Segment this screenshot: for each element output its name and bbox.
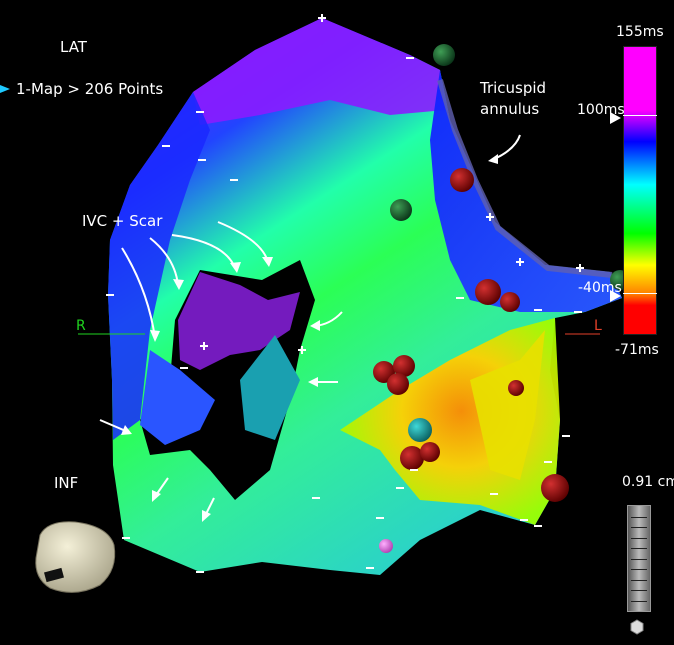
map-selector-label[interactable]: 1-Map > 206 Points — [16, 80, 164, 98]
view-label: LAT — [60, 38, 87, 56]
acquisition-points — [106, 14, 584, 573]
ablation-marker — [393, 355, 415, 377]
ablation-marker — [387, 373, 409, 395]
purple-top-region — [193, 18, 445, 125]
scale-bar-segment — [631, 590, 647, 591]
lower-threshold-marker-icon[interactable] — [610, 287, 622, 306]
inferior-orientation-label: INF — [54, 474, 79, 492]
his-marker — [408, 418, 432, 442]
yellow-spike — [470, 330, 545, 480]
upper-threshold-label: 100ms — [577, 102, 625, 118]
scale-bar — [627, 505, 651, 612]
tricuspid-blue-band — [430, 70, 622, 312]
ablation-marker — [508, 380, 524, 396]
tricuspid-annotation: Tricuspid annulus — [480, 79, 547, 118]
scar-blue-flap — [140, 350, 215, 445]
scale-bar-segment — [631, 558, 647, 560]
ablation-marker — [400, 446, 424, 470]
upper-threshold-tick — [623, 115, 657, 116]
upper-threshold-marker-icon[interactable] — [610, 109, 622, 128]
ablation-marker — [475, 279, 501, 305]
hexagon-icon[interactable] — [629, 619, 645, 639]
ablation-marker — [541, 474, 569, 502]
scale-bar-segment — [631, 527, 647, 528]
color-scale-min-label: -71ms — [615, 342, 659, 358]
scale-bar-segment — [631, 579, 647, 581]
ivc-scar-annotation: IVC + Scar — [82, 212, 163, 230]
landmark-marker — [390, 199, 412, 221]
scale-bar-segment — [631, 600, 647, 602]
landmark-marker — [433, 44, 455, 66]
scar-purple-patch — [178, 272, 300, 370]
tricuspid-annulus-outline — [437, 79, 613, 278]
blue-left-band — [108, 92, 210, 440]
right-orientation-label: R — [76, 318, 86, 334]
lower-threshold-tick — [623, 293, 657, 294]
arrow-ivc-1 — [121, 247, 156, 339]
heart-orientation-icon[interactable] — [35, 521, 116, 593]
ablation-markers — [373, 44, 630, 553]
scale-bar-segment — [631, 516, 647, 518]
scale-bar-segment — [631, 548, 647, 549]
scar-teal-cone — [240, 335, 300, 440]
scale-bar-segment — [631, 537, 647, 539]
color-scale-max-label: 155ms — [616, 24, 664, 40]
ablation-marker — [500, 292, 520, 312]
landmark-marker — [379, 539, 393, 553]
scale-bar-segment — [631, 569, 647, 570]
ablation-marker — [450, 168, 474, 192]
arrow-heads — [121, 154, 498, 522]
map-marker-icon — [0, 80, 12, 93]
ablation-marker — [420, 442, 440, 462]
color-scale-bar[interactable] — [623, 46, 657, 335]
left-orientation-label: L — [594, 318, 602, 334]
scale-bar-label: 0.91 cm — [622, 474, 674, 490]
lower-threshold-label: -40ms — [578, 280, 622, 296]
